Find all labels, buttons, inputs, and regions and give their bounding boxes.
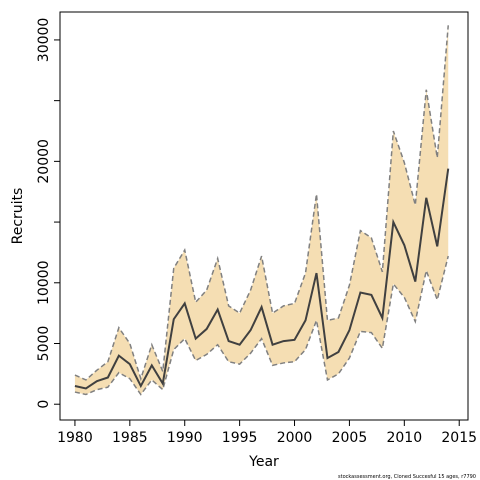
footnote: stockassessment.org, Cloned Succesful 15… xyxy=(338,474,476,480)
lower-bound xyxy=(74,255,449,396)
x-tick-label: 2005 xyxy=(332,430,368,446)
upper-bound xyxy=(74,25,449,382)
confidence-band xyxy=(74,25,449,395)
x-tick-label: 1980 xyxy=(57,430,93,446)
x-tick-label: 1985 xyxy=(112,430,148,446)
x-tick-label: 2010 xyxy=(386,430,422,446)
x-tick-label: 1990 xyxy=(167,430,203,446)
y-tick-label: 0 xyxy=(36,400,52,409)
y-tick-label: 5000 xyxy=(36,326,52,362)
y-tick-label: 20000 xyxy=(36,139,52,184)
y-axis-label: Recruits xyxy=(10,188,26,245)
estimate-line xyxy=(74,168,450,390)
plot-frame xyxy=(59,11,469,421)
x-tick-label: 1995 xyxy=(222,430,258,446)
x-axis-label: Year xyxy=(248,454,279,470)
y-tick-label: 30000 xyxy=(36,18,52,63)
y-tick-label: 10000 xyxy=(36,261,52,306)
x-tick-label: 2015 xyxy=(441,430,477,446)
x-tick-label: 2000 xyxy=(277,430,313,446)
